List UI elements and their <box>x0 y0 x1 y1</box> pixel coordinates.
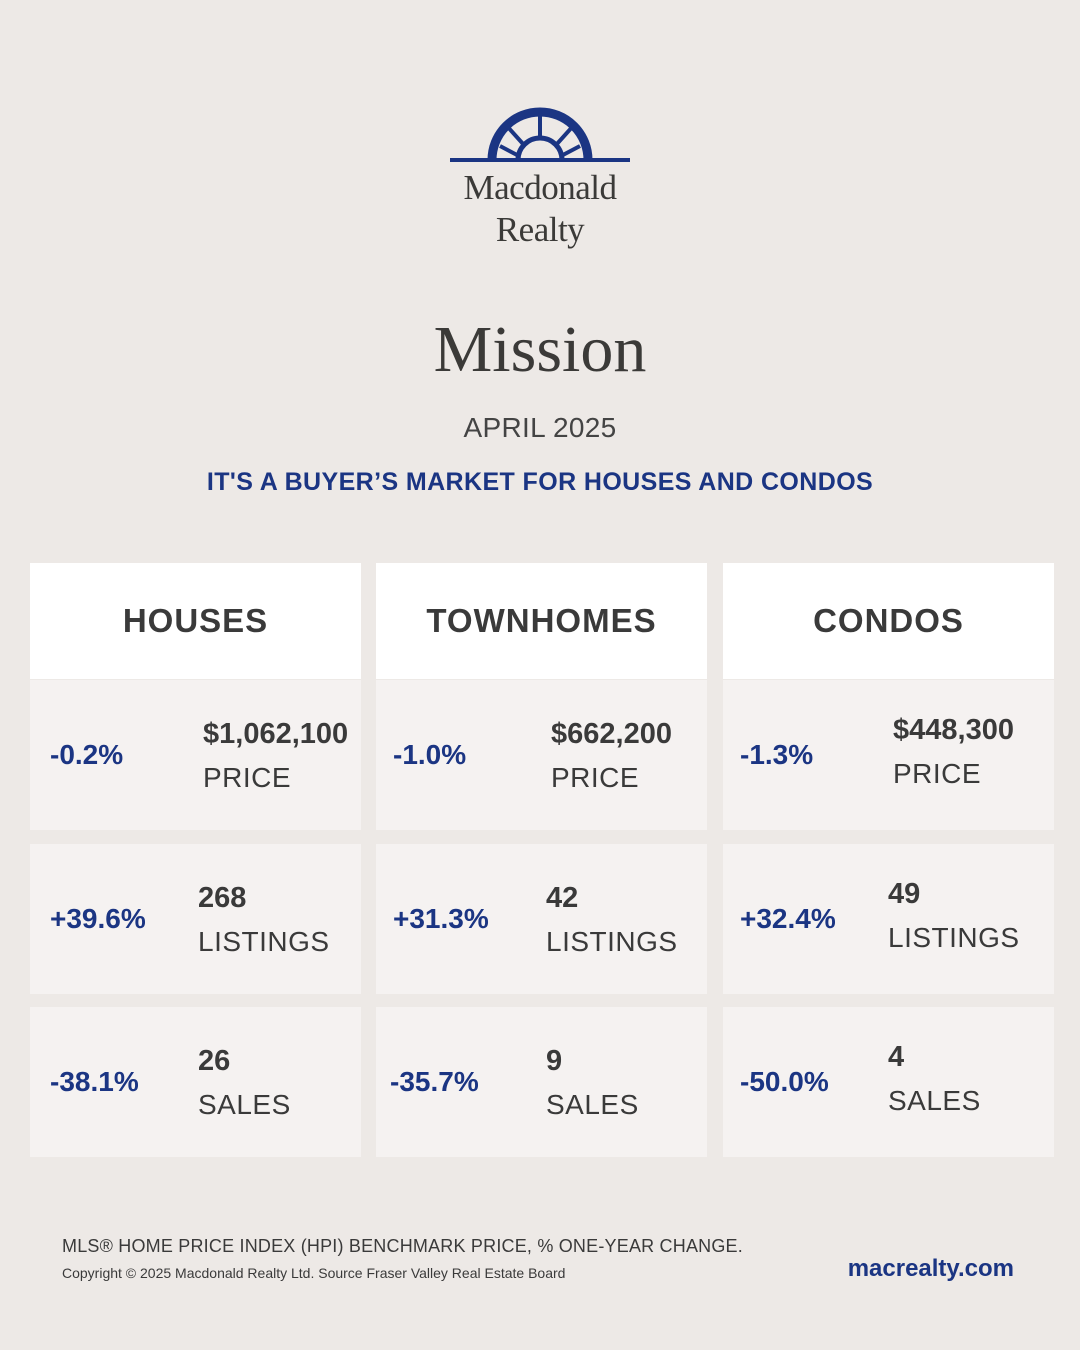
price-label: PRICE <box>893 758 982 789</box>
sales-label: SALES <box>198 1089 291 1120</box>
logo-text-line2: Realty <box>495 210 585 249</box>
arch-logo-icon <box>450 107 630 162</box>
sales-change: -35.7% <box>390 1066 479 1097</box>
sales-value: 26 <box>198 1045 231 1077</box>
sales-change: -38.1% <box>50 1066 139 1097</box>
logo-text-line1: Macdonald <box>463 168 617 207</box>
hpi-footnote: MLS® HOME PRICE INDEX (HPI) BENCHMARK PR… <box>62 1236 743 1256</box>
sales-value: 4 <box>888 1041 905 1073</box>
sales-label: SALES <box>888 1085 981 1116</box>
listings-value: 268 <box>198 882 247 914</box>
condos-listings-card: +32.4% 49 LISTINGS <box>723 844 1054 994</box>
website-link[interactable]: macrealty.com <box>847 1255 1014 1282</box>
townhomes-listings-card: +31.3% 42 LISTINGS <box>376 844 707 994</box>
condos-column: CONDOS -1.3% $448,300 PRICE +32.4% 49 LI… <box>723 563 1054 1157</box>
condos-price-card: -1.3% $448,300 PRICE <box>723 680 1054 830</box>
price-value: $448,300 <box>893 714 1014 746</box>
listings-change: +32.4% <box>740 903 836 934</box>
price-change: -1.0% <box>393 739 467 770</box>
price-label: PRICE <box>551 762 640 793</box>
column-title-condos: CONDOS <box>723 563 1054 679</box>
copyright-text: Copyright © 2025 Macdonald Realty Ltd. S… <box>62 1265 566 1281</box>
column-title-townhomes: TOWNHOMES <box>376 563 707 679</box>
sales-label: SALES <box>546 1089 639 1120</box>
price-change: -1.3% <box>740 739 814 770</box>
price-label: PRICE <box>203 762 292 793</box>
listings-label: LISTINGS <box>198 926 330 957</box>
houses-column: HOUSES -0.2% $1,062,100 PRICE +39.6% 268… <box>30 563 361 1157</box>
listings-label: LISTINGS <box>888 922 1020 953</box>
houses-price-card: -0.2% $1,062,100 PRICE <box>30 680 361 830</box>
column-title-houses: HOUSES <box>30 563 361 679</box>
price-change: -0.2% <box>50 739 124 770</box>
price-value: $1,062,100 <box>203 718 349 750</box>
listings-value: 49 <box>888 878 921 910</box>
listings-value: 42 <box>546 882 579 914</box>
townhomes-sales-card: -35.7% 9 SALES <box>376 1007 707 1157</box>
listings-change: +39.6% <box>50 903 146 934</box>
brand-logo: Macdonald Realty <box>440 100 640 260</box>
sales-value: 9 <box>546 1045 563 1077</box>
townhomes-price-card: -1.0% $662,200 PRICE <box>376 680 707 830</box>
city-title: Mission <box>433 313 647 386</box>
houses-listings-card: +39.6% 268 LISTINGS <box>30 844 361 994</box>
listings-label: LISTINGS <box>546 926 678 957</box>
listings-change: +31.3% <box>393 903 489 934</box>
townhomes-column: TOWNHOMES -1.0% $662,200 PRICE +31.3% 42… <box>376 563 707 1157</box>
houses-sales-card: -38.1% 26 SALES <box>30 1007 361 1157</box>
price-value: $662,200 <box>551 718 672 750</box>
report-period: APRIL 2025 <box>463 412 617 443</box>
market-headline: IT'S A BUYER’S MARKET FOR HOUSES AND CON… <box>206 468 874 496</box>
condos-sales-card: -50.0% 4 SALES <box>723 1007 1054 1157</box>
sales-change: -50.0% <box>740 1066 829 1097</box>
